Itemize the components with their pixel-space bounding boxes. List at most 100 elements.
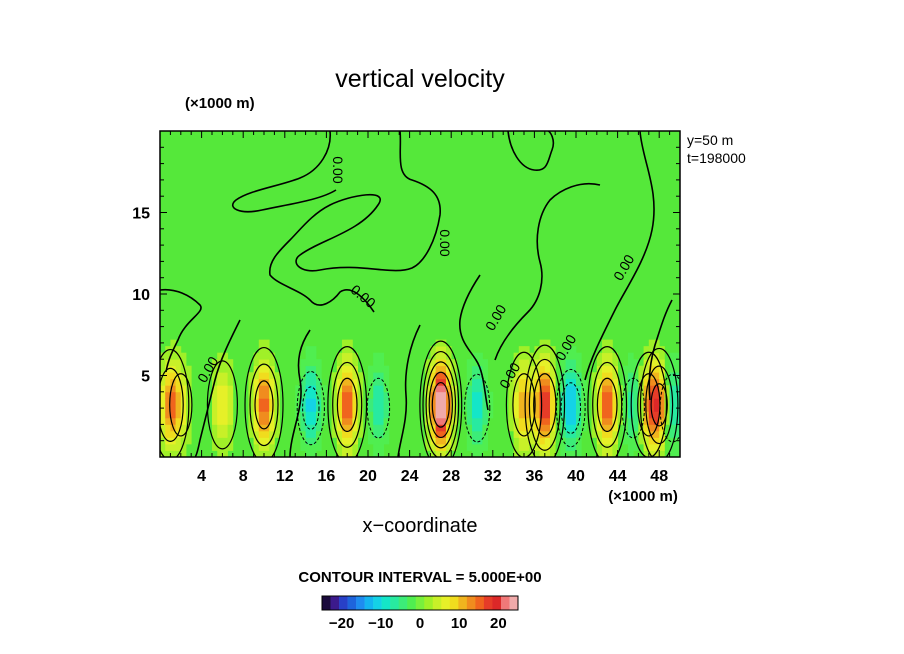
x-tick-label: 24 <box>401 468 419 485</box>
field-cell <box>518 365 525 373</box>
field-cell <box>466 424 473 432</box>
field-cell <box>628 450 634 457</box>
field-cell <box>659 417 665 425</box>
field-cell <box>612 411 618 419</box>
field-cell <box>591 372 598 380</box>
field-cell <box>446 346 452 354</box>
field-cell <box>336 391 343 399</box>
field-cell <box>248 398 254 406</box>
x-tick-label: 48 <box>650 468 668 485</box>
field-cell <box>654 339 660 347</box>
field-cell <box>602 352 608 360</box>
field-cell <box>607 417 613 425</box>
colorbar: −20 −10 0 10 20 <box>321 595 519 632</box>
field-cell <box>222 365 228 373</box>
x-tick-label: 20 <box>359 468 377 485</box>
field-cell <box>602 398 608 406</box>
field-cell <box>373 443 379 451</box>
field-cell <box>217 365 223 373</box>
field-cell <box>596 411 603 419</box>
field-cell <box>383 417 390 425</box>
x-tick-label: 16 <box>318 468 336 485</box>
field-cell <box>160 417 166 425</box>
field-cell <box>165 352 171 360</box>
field-cell <box>529 411 535 419</box>
field-cell <box>253 352 260 360</box>
field-cell <box>165 404 171 412</box>
field-cell <box>175 404 182 412</box>
field-cell <box>258 430 265 438</box>
field-cell <box>258 417 265 425</box>
field-cell <box>269 385 275 393</box>
field-cell <box>612 378 618 386</box>
field-cell <box>316 378 322 386</box>
field-cell <box>300 391 306 399</box>
field-cell <box>435 404 442 412</box>
field-cell <box>316 424 322 432</box>
field-cell <box>300 359 306 367</box>
field-cell <box>477 417 483 425</box>
field-cell <box>633 404 639 412</box>
field-cell <box>669 443 676 451</box>
field-cell <box>165 372 171 380</box>
field-cell <box>472 443 478 451</box>
field-cell <box>477 352 483 360</box>
field-cell <box>170 404 176 412</box>
field-cell <box>633 398 639 406</box>
field-cell <box>347 430 353 438</box>
field-cell <box>357 430 364 438</box>
field-cell <box>352 359 358 367</box>
field-cell <box>316 372 322 380</box>
field-cell <box>342 398 348 406</box>
field-cell <box>654 352 660 360</box>
field-cell <box>222 424 228 432</box>
field-cell <box>269 378 275 386</box>
field-cell <box>565 391 572 399</box>
field-cell <box>570 352 577 360</box>
field-cell <box>430 430 436 438</box>
field-cell <box>602 424 608 432</box>
field-cell <box>227 372 234 380</box>
field-cell <box>612 450 618 457</box>
field-cell <box>659 372 665 380</box>
field-cell <box>472 372 478 380</box>
field-cell <box>305 352 312 360</box>
field-cell <box>659 391 665 399</box>
field-cell <box>654 404 660 412</box>
field-cell <box>664 411 670 419</box>
field-cell <box>529 437 535 445</box>
field-cell <box>674 352 680 360</box>
field-cell <box>305 359 312 367</box>
field-cell <box>258 437 265 445</box>
field-cell <box>607 404 613 412</box>
field-cell <box>612 430 618 438</box>
field-cell <box>622 365 629 373</box>
field-cell <box>440 365 447 373</box>
field-cell <box>180 359 187 367</box>
colorbar-swatch <box>347 596 357 610</box>
field-cell <box>175 385 182 393</box>
colorbar-swatch <box>415 596 425 610</box>
field-cell <box>570 346 577 354</box>
field-cell <box>570 443 577 451</box>
updraft-contour <box>650 383 668 427</box>
field-cell <box>368 391 374 399</box>
field-cell <box>570 359 577 367</box>
field-cell <box>674 424 680 432</box>
field-cell <box>160 443 166 451</box>
field-cell <box>165 450 171 457</box>
field-cell <box>347 391 353 399</box>
downdraft-contour <box>296 371 325 446</box>
field-cell <box>227 443 234 451</box>
field-cell <box>518 346 525 354</box>
field-cell <box>347 372 353 380</box>
field-cell <box>654 417 660 425</box>
contour-label: 0.00 <box>437 229 453 256</box>
field-cell <box>638 398 644 406</box>
field-cell <box>628 391 634 399</box>
colorbar-swatch <box>500 596 510 610</box>
field-cell <box>425 359 431 367</box>
updraft-contour <box>327 346 368 457</box>
field-cell <box>560 391 566 399</box>
field-cell <box>622 430 629 438</box>
